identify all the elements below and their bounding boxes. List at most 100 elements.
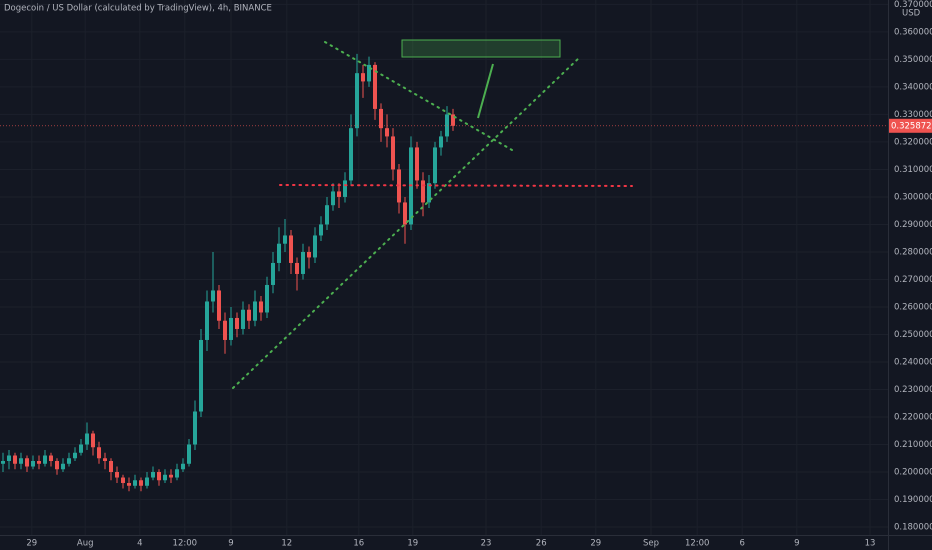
x-tick-label: 23 <box>481 539 492 549</box>
candle-body <box>325 205 329 225</box>
drawings <box>232 39 633 389</box>
candle-body <box>241 309 245 329</box>
candle-body <box>391 136 395 170</box>
x-tick-label: 12:00 <box>173 539 198 549</box>
candle-body <box>349 128 353 181</box>
y-tick-label: 0.35000000 <box>894 55 932 65</box>
y-tick-label: 0.19000000 <box>894 495 932 505</box>
x-tick-label: 9 <box>794 539 799 549</box>
candle-body <box>145 477 149 486</box>
candle-body <box>247 309 251 321</box>
y-tick-label: 0.23000000 <box>894 385 932 395</box>
candle-body <box>19 458 23 464</box>
candle-body <box>199 339 203 412</box>
y-tick-label: 0.26000000 <box>894 302 932 312</box>
support-line <box>232 56 581 389</box>
candle-body <box>43 455 47 464</box>
candle-body <box>139 480 143 486</box>
y-tick-label: 0.31000000 <box>894 165 932 175</box>
target-box <box>401 39 561 58</box>
x-tick-label: Sep <box>643 539 659 549</box>
x-tick-label: Aug <box>77 539 94 549</box>
candle-body <box>211 290 215 302</box>
candle-body <box>265 284 269 313</box>
grid <box>0 0 888 535</box>
x-tick-label: 26 <box>536 539 547 549</box>
candle-body <box>67 458 71 464</box>
candle-body <box>415 147 419 181</box>
candle-body <box>109 461 113 473</box>
x-tick-label: 16 <box>353 539 364 549</box>
y-tick-label: 0.21000000 <box>894 440 932 450</box>
y-tick-label: 0.22000000 <box>894 412 932 422</box>
candle-body <box>223 320 227 340</box>
y-tick-label: 0.33000000 <box>894 110 932 120</box>
y-unit: USD <box>902 9 921 19</box>
candle-body <box>85 433 89 445</box>
candle-body <box>25 458 29 467</box>
candle-body <box>229 317 233 340</box>
candle-body <box>169 474 173 478</box>
candle-body <box>355 73 359 129</box>
y-tick-label: 0.20000000 <box>894 468 932 478</box>
y-tick-label: 0.24000000 <box>894 357 932 367</box>
candle-body <box>439 136 443 148</box>
candle-body <box>337 191 341 197</box>
y-tick-label: 0.30000000 <box>894 192 932 202</box>
candle-body <box>175 469 179 478</box>
horizontal-level <box>279 184 633 187</box>
candle-body <box>445 114 449 137</box>
candle-body <box>133 480 137 486</box>
candle-body <box>385 128 389 137</box>
candles <box>0 53 888 492</box>
x-tick-label: 9 <box>228 539 233 549</box>
candle-body <box>151 472 155 478</box>
axes: 0.18000000 0.19000000 0.20000000 0.21000000… <box>26 0 932 549</box>
y-tick-label: 0.29000000 <box>894 220 932 230</box>
x-tick-label: 29 <box>26 539 37 549</box>
candle-body <box>271 262 275 285</box>
candle-body <box>253 301 257 321</box>
candle-body <box>91 433 95 448</box>
candle-body <box>343 180 347 197</box>
candle-body <box>115 472 119 478</box>
candle-body <box>157 472 161 481</box>
x-tick-label: 4 <box>137 539 142 549</box>
candle-body <box>307 251 311 258</box>
candle-body <box>37 461 41 464</box>
candle-body <box>103 458 107 462</box>
y-tick-label: 0.36000000 <box>894 27 932 37</box>
candle-body <box>205 301 209 340</box>
chart-title: Dogecoin / US Dollar (calculated by Trad… <box>4 4 272 14</box>
y-tick-label: 0.34000000 <box>894 82 932 92</box>
candle-body <box>373 64 377 109</box>
candle-body <box>361 73 365 82</box>
y-tick-label: 0.37000000 <box>894 0 932 10</box>
candle-body <box>13 455 17 464</box>
candle-body <box>289 235 293 263</box>
candle-body <box>193 411 197 445</box>
candle-body <box>283 235 287 244</box>
x-tick-label: 12 <box>281 539 292 549</box>
candle-body <box>427 183 431 203</box>
candle-body <box>301 251 305 274</box>
y-tick-label: 0.28000000 <box>894 247 932 257</box>
candle-body <box>1 461 5 464</box>
candle-body <box>97 447 101 459</box>
y-tick-label: 0.18000000 <box>894 523 932 533</box>
y-tick-label: 0.27000000 <box>894 275 932 285</box>
candle-body <box>55 461 59 470</box>
candle-body <box>73 452 77 459</box>
x-tick-label: 19 <box>407 539 418 549</box>
candle-body <box>451 114 455 126</box>
candle-body <box>7 455 11 462</box>
candle-body <box>235 317 239 329</box>
candle-body <box>379 108 383 129</box>
y-tick-label: 0.32000000 <box>894 137 932 147</box>
candle-body <box>421 180 425 203</box>
x-tick-label: 6 <box>739 539 744 549</box>
candle-body <box>403 202 407 225</box>
candle-body <box>217 290 221 321</box>
